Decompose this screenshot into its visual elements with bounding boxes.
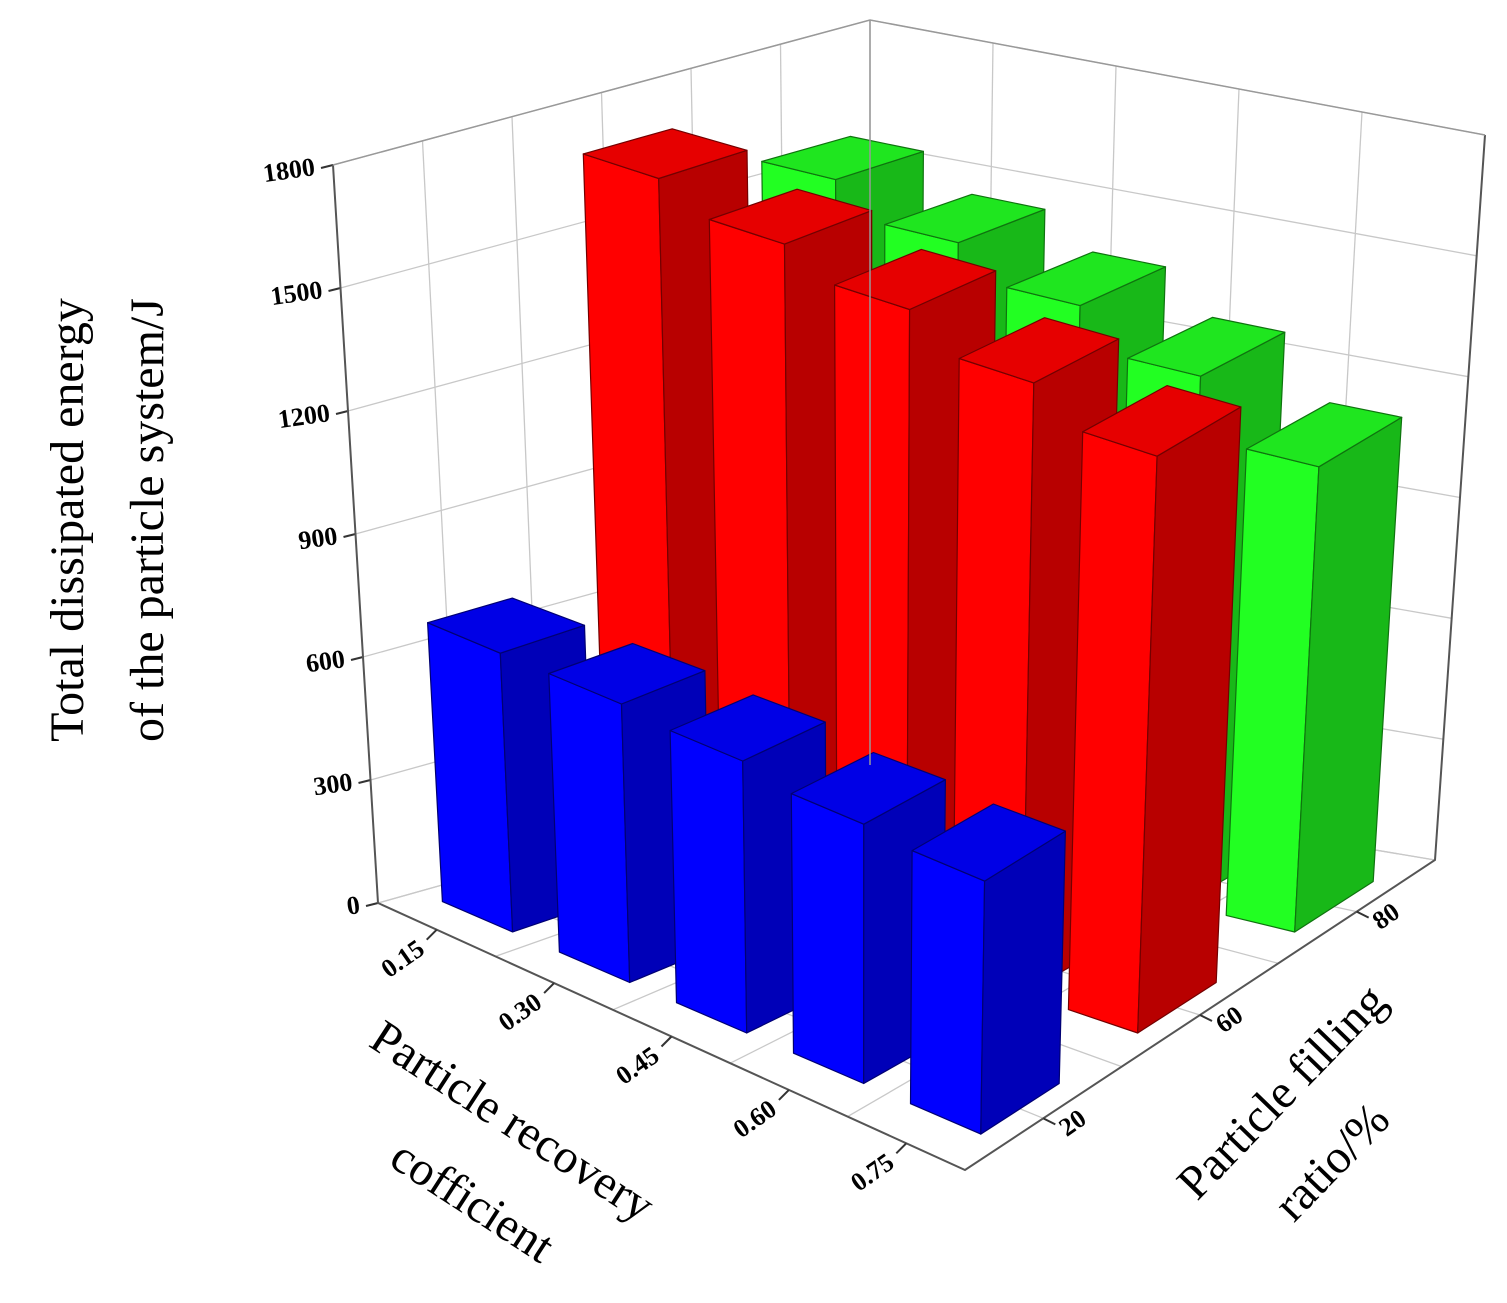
tick-mark bbox=[895, 1142, 908, 1155]
tick-mark bbox=[1042, 1117, 1056, 1126]
bar-top bbox=[548, 642, 706, 705]
bar-top bbox=[582, 128, 748, 180]
bar-top bbox=[761, 135, 925, 181]
axis-line bbox=[332, 19, 1486, 166]
bars bbox=[427, 128, 1403, 1135]
tick-mark bbox=[328, 287, 341, 292]
z-axis-title: Total dissipated energy bbox=[41, 298, 94, 742]
bar-top bbox=[884, 193, 1046, 244]
tick-mark bbox=[543, 982, 555, 994]
depth-tick-label: 80 bbox=[1367, 897, 1405, 936]
bar-top bbox=[708, 188, 873, 245]
tick-mark bbox=[1356, 910, 1370, 919]
bar-top bbox=[911, 803, 1067, 882]
bar-side bbox=[980, 830, 1067, 1135]
z-tick-label: 600 bbox=[304, 644, 347, 678]
tick-mark bbox=[365, 902, 379, 907]
tick-mark bbox=[1199, 1014, 1213, 1022]
tick-mark bbox=[343, 533, 356, 538]
x-tick-label: 0.15 bbox=[376, 934, 430, 984]
bar-top bbox=[669, 694, 826, 762]
z-tick-label: 900 bbox=[297, 521, 340, 555]
bar bbox=[909, 803, 1067, 1135]
z-tick-label: 300 bbox=[312, 767, 355, 801]
bar-top bbox=[833, 248, 997, 311]
tick-mark bbox=[335, 410, 349, 415]
x-tick-label: 0.30 bbox=[493, 987, 547, 1037]
bar bbox=[669, 694, 828, 1034]
depth-tick-label: 60 bbox=[1210, 1000, 1248, 1039]
tick-mark bbox=[660, 1035, 673, 1048]
bar-front bbox=[669, 729, 748, 1034]
z-axis-title: of the particle system/J bbox=[121, 298, 174, 742]
tick-mark bbox=[320, 164, 334, 169]
bar-front bbox=[790, 792, 865, 1085]
bar bbox=[427, 597, 595, 933]
z-tick-label: 1500 bbox=[269, 275, 325, 311]
bar bbox=[1067, 385, 1242, 1034]
bar-top bbox=[1245, 402, 1403, 468]
z-tick-label: 1200 bbox=[276, 398, 332, 434]
x-tick-label: 0.75 bbox=[845, 1147, 899, 1197]
bar-top bbox=[1127, 316, 1286, 377]
z-tick-label: 0 bbox=[345, 890, 362, 921]
depth-tick-label: 20 bbox=[1054, 1103, 1092, 1142]
bar-top bbox=[427, 597, 586, 654]
tick-mark bbox=[358, 779, 371, 784]
bar-top bbox=[958, 317, 1120, 384]
tick-mark bbox=[778, 1089, 790, 1101]
bar-front bbox=[548, 672, 631, 984]
tick-mark bbox=[425, 928, 438, 941]
bar bbox=[1225, 402, 1403, 933]
bar-top bbox=[1006, 251, 1167, 307]
bar-front bbox=[909, 849, 986, 1135]
x-tick-label: 0.45 bbox=[610, 1041, 664, 1091]
x-tick-label: 0.60 bbox=[728, 1094, 782, 1144]
bar-top bbox=[790, 751, 947, 825]
axes: 0 300 600 900 1200 1500 1800 0.15 0.30 0.45 0.60 0.… bbox=[261, 19, 1486, 1197]
z-tick-label: 1800 bbox=[261, 152, 317, 188]
axis-line bbox=[332, 134, 1486, 1172]
grid-line bbox=[332, 19, 1486, 166]
tick-mark bbox=[350, 656, 364, 661]
bar-top bbox=[1082, 385, 1242, 457]
